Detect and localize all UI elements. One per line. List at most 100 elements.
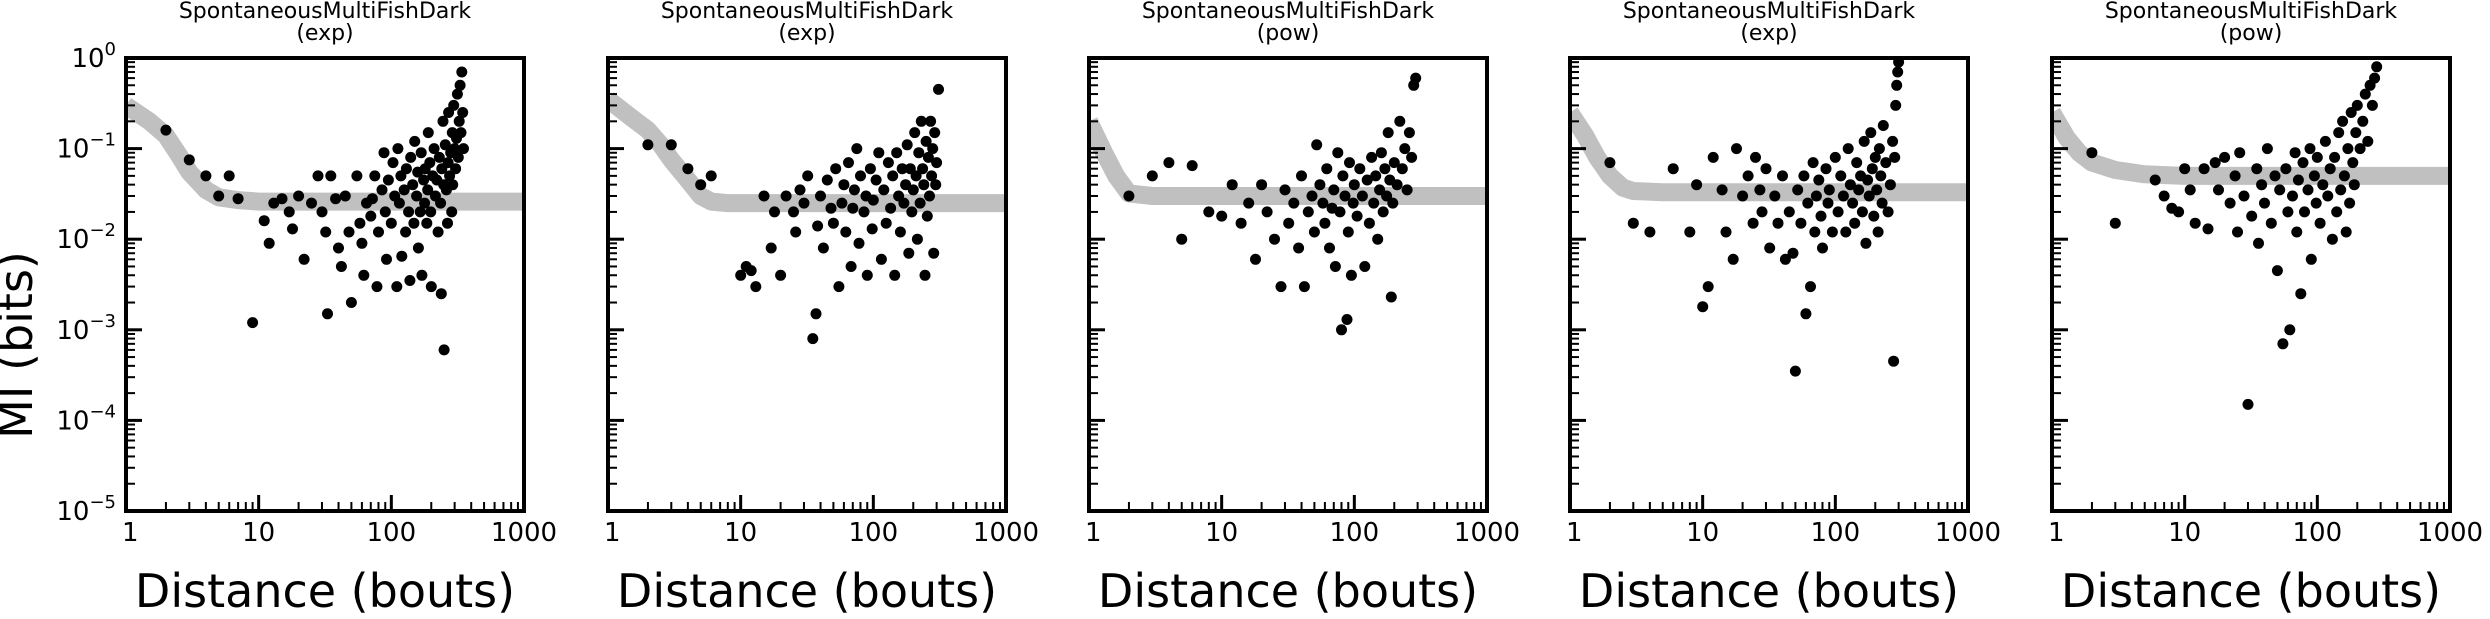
data-point <box>1866 163 1878 175</box>
data-point <box>870 174 882 186</box>
data-point <box>833 281 845 293</box>
x-tick-label: 1 <box>122 518 139 548</box>
x-axis-label: Distance (bouts) <box>1098 564 1478 618</box>
x-tick-label: 10 <box>2168 518 2201 548</box>
data-point <box>1707 151 1719 163</box>
data-point <box>1288 197 1300 209</box>
data-point <box>1860 237 1872 249</box>
data-point <box>807 333 819 345</box>
data-point <box>836 197 848 209</box>
data-point <box>439 139 451 151</box>
plot-area <box>126 66 524 356</box>
data-point <box>1798 170 1810 182</box>
data-point <box>911 233 923 245</box>
data-point <box>1347 197 1359 209</box>
data-point <box>2357 115 2369 127</box>
data-point <box>1366 151 1378 163</box>
data-point <box>2232 226 2243 238</box>
data-point <box>2253 237 2264 249</box>
data-point <box>1388 157 1400 169</box>
data-point <box>2322 190 2334 202</box>
data-point <box>2271 265 2283 277</box>
data-point <box>2284 324 2296 336</box>
data-point <box>2213 184 2224 196</box>
data-point <box>758 190 770 202</box>
data-point <box>1880 157 1892 169</box>
data-point <box>371 281 383 293</box>
data-point <box>1627 217 1639 229</box>
data-point <box>1354 163 1366 175</box>
chart-title-line: SpontaneousMultiFishDark <box>1142 0 1435 24</box>
data-point <box>1319 217 1331 229</box>
data-point <box>2234 147 2246 159</box>
data-point <box>1820 163 1832 175</box>
data-point <box>393 197 405 209</box>
data-point <box>1877 120 1889 131</box>
data-point <box>642 139 654 151</box>
data-point <box>2149 174 2161 186</box>
data-point <box>398 184 410 196</box>
data-point <box>1394 115 1406 127</box>
data-point <box>2348 179 2360 191</box>
data-point <box>1853 184 1865 196</box>
data-point <box>425 206 437 218</box>
data-point <box>794 184 806 196</box>
data-point <box>780 190 792 202</box>
data-point <box>456 66 468 78</box>
data-point <box>404 275 416 286</box>
data-point <box>1344 157 1355 169</box>
data-point <box>2340 226 2352 238</box>
data-point <box>422 127 434 139</box>
data-point <box>1742 170 1754 182</box>
plot-frame <box>2050 56 2452 513</box>
data-point <box>1684 226 1696 238</box>
data-point <box>1807 157 1819 169</box>
data-point <box>396 250 408 262</box>
data-point <box>913 147 925 159</box>
data-point <box>867 194 879 206</box>
data-point <box>1787 247 1799 259</box>
fit-band <box>1570 107 1968 202</box>
data-point <box>1261 206 1273 218</box>
data-point <box>928 247 940 259</box>
data-point <box>1399 143 1411 155</box>
data-point <box>1769 190 1781 202</box>
x-tick-label: 100 <box>1811 518 1861 548</box>
data-point <box>873 147 885 159</box>
data-point <box>391 281 403 293</box>
data-point <box>356 237 368 249</box>
data-point <box>2277 338 2289 350</box>
y-tick-label: 10−5 <box>56 492 116 527</box>
data-point <box>1329 261 1341 272</box>
data-point <box>316 206 328 218</box>
data-point <box>750 281 762 293</box>
data-point <box>403 206 415 218</box>
data-point <box>373 226 384 238</box>
data-point <box>1884 179 1896 191</box>
data-point <box>339 190 351 202</box>
chart-panel-3: SpontaneousMultiFishDark(pow) 1 10 100 1000 D… <box>1085 0 1520 618</box>
data-point <box>1851 157 1863 169</box>
data-point <box>1858 135 1870 147</box>
data-point <box>435 288 447 300</box>
data-point <box>933 83 944 95</box>
data-point <box>1731 143 1742 155</box>
data-point <box>903 247 915 259</box>
data-point <box>1351 210 1363 222</box>
data-point <box>920 135 932 147</box>
data-point <box>802 170 814 182</box>
data-point <box>409 135 421 147</box>
data-point <box>1385 291 1397 303</box>
data-point <box>455 127 467 139</box>
x-tick-label: 10 <box>1205 518 1238 548</box>
data-point <box>414 206 426 218</box>
data-point <box>1314 179 1326 191</box>
data-point <box>1341 314 1353 325</box>
data-point <box>1372 233 1384 245</box>
data-point <box>400 163 412 175</box>
data-point <box>2331 206 2343 218</box>
data-point <box>2158 190 2170 202</box>
data-point <box>1283 217 1295 229</box>
data-point <box>447 179 459 191</box>
data-point <box>2259 197 2270 209</box>
